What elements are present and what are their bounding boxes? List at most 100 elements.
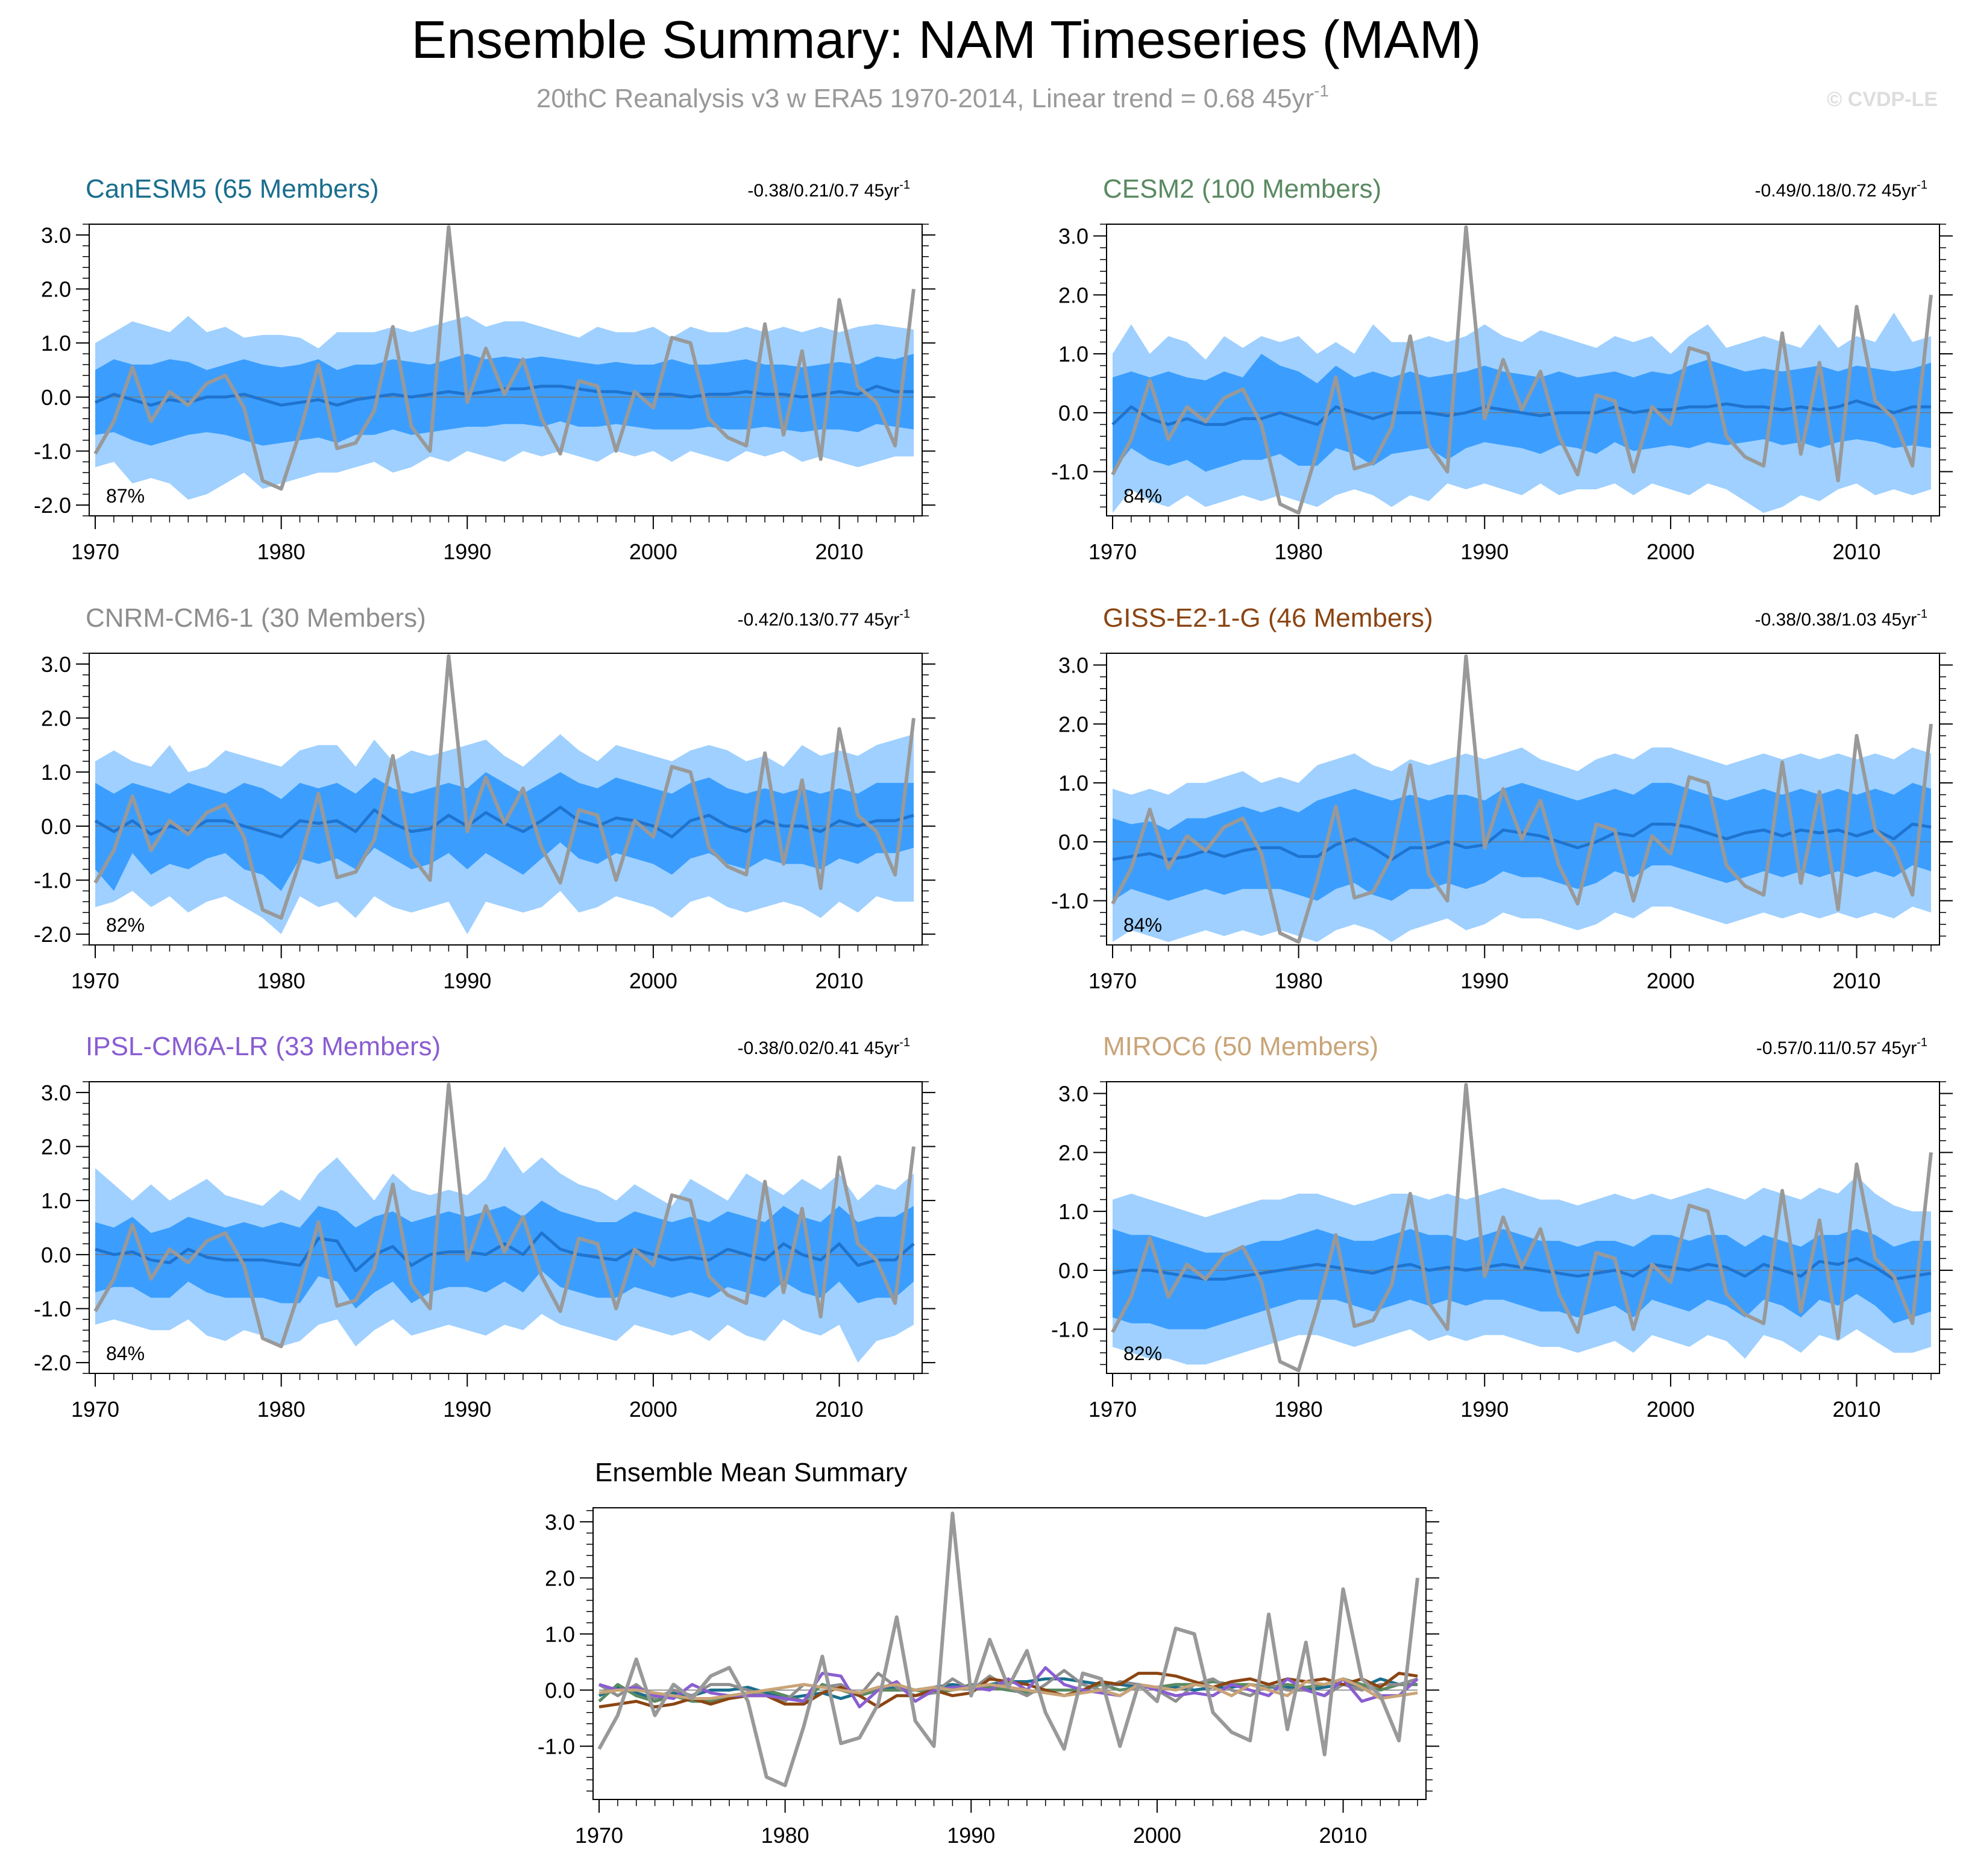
x-tick-label: 1980 xyxy=(1275,539,1323,564)
observed-line xyxy=(93,225,916,491)
y-tick-label: 0.0 xyxy=(41,385,71,410)
panel-title: IPSL-CM6A-LR (33 Members) xyxy=(86,1032,441,1061)
y-tick-label: 0.0 xyxy=(1058,830,1088,855)
x-tick-label: 1990 xyxy=(1460,1397,1509,1422)
x-tick-label: 2010 xyxy=(815,539,863,564)
x-tick-label: 1970 xyxy=(1088,1397,1137,1422)
panel-title: MIROC6 (50 Members) xyxy=(1103,1032,1378,1061)
x-tick-label: 2000 xyxy=(629,539,677,564)
panel-trend: -0.38/0.21/0.7 45yr-1 xyxy=(747,178,910,201)
y-axis: 3.0 2.0 1.0 0.0 -1.0 xyxy=(538,1510,1439,1792)
x-tick-label: 1980 xyxy=(257,968,306,993)
observed-line xyxy=(1111,1082,1933,1373)
x-tick-label: 1970 xyxy=(1088,968,1137,993)
plot-frame xyxy=(592,1507,1427,1800)
panel-trend-text: -0.38/0.21/0.7 45yr xyxy=(747,181,899,201)
x-tick-label: 1980 xyxy=(761,1823,809,1848)
x-tick-label: 1980 xyxy=(257,1397,306,1422)
y-tick-label: 2.0 xyxy=(1058,283,1088,307)
y-tick-label: -1.0 xyxy=(34,1296,71,1321)
panel-trend: -0.38/0.38/1.03 45yr-1 xyxy=(1755,607,1927,630)
y-tick-label: 0.0 xyxy=(41,1243,71,1267)
y-axis: 3.0 2.0 1.0 0.0 -1.0 xyxy=(1051,1081,1953,1366)
y-axis: 3.0 2.0 1.0 0.0 -1.0 xyxy=(1051,653,1953,937)
y-tick-label: -1.0 xyxy=(1051,460,1088,485)
y-tick-label: 1.0 xyxy=(41,1188,71,1213)
x-axis: 1970 1980 1990 2000 2010 xyxy=(575,1799,1418,1848)
y-tick-label: 0.0 xyxy=(1058,401,1088,425)
y-tick-label: 1.0 xyxy=(41,331,71,356)
panel-trend-text: -0.42/0.13/0.77 45yr xyxy=(738,610,900,630)
y-tick-label: 3.0 xyxy=(41,652,71,677)
x-tick-label: 2000 xyxy=(629,1397,677,1422)
x-tick-label: 2010 xyxy=(1832,1397,1880,1422)
panel-title: CESM2 (100 Members) xyxy=(1103,174,1381,204)
y-tick-label: -1.0 xyxy=(34,439,71,463)
panel-percent: 84% xyxy=(106,1343,145,1364)
panel-percent: 82% xyxy=(1123,1343,1162,1364)
panel-percent: 84% xyxy=(1123,914,1162,936)
y-axis: 3.0 2.0 1.0 0.0 -1.0 -2.0 xyxy=(34,1081,935,1375)
x-tick-label: 1980 xyxy=(1275,1397,1323,1422)
y-tick-label: 1.0 xyxy=(1058,342,1088,366)
x-axis: 1970 1980 1990 2000 2010 xyxy=(71,945,914,993)
y-tick-label: 0.0 xyxy=(1058,1258,1088,1283)
x-tick-label: 1990 xyxy=(443,1397,491,1422)
plot-frame xyxy=(89,653,923,946)
inner-band xyxy=(95,354,914,446)
y-tick-label: 2.0 xyxy=(545,1566,575,1590)
x-tick-label: 2000 xyxy=(1647,968,1695,993)
x-tick-label: 2010 xyxy=(1832,539,1880,564)
panel-trend: -0.38/0.02/0.41 45yr-1 xyxy=(738,1036,910,1058)
figure-subtitle-sup: -1 xyxy=(1314,81,1329,100)
y-tick-label: 3.0 xyxy=(1058,224,1088,249)
y-tick-label: -2.0 xyxy=(34,493,71,518)
panel-trend-sup: -1 xyxy=(1917,1036,1927,1049)
x-tick-label: 1970 xyxy=(71,968,119,993)
x-tick-label: 1980 xyxy=(257,539,306,564)
y-tick-label: -1.0 xyxy=(1051,1317,1088,1342)
y-tick-label: 3.0 xyxy=(41,223,71,248)
panel-trend-text: -0.57/0.11/0.57 45yr xyxy=(1756,1038,1917,1058)
figure-title: Ensemble Summary: NAM Timeseries (MAM) xyxy=(412,10,1481,69)
observed-line xyxy=(597,1511,1419,1787)
y-tick-label: -1.0 xyxy=(34,868,71,893)
observed-line xyxy=(93,654,916,920)
y-tick-label: -1.0 xyxy=(538,1734,575,1759)
observed-line xyxy=(1111,225,1933,515)
panel-trend-sup: -1 xyxy=(899,1036,910,1049)
x-tick-label: 1990 xyxy=(443,968,491,993)
y-tick-label: 2.0 xyxy=(41,1135,71,1159)
x-tick-label: 1970 xyxy=(1088,539,1137,564)
plot-frame xyxy=(1106,653,1940,946)
x-tick-label: 2000 xyxy=(629,968,677,993)
panel-3: 3.0 2.0 1.0 0.0 -1.0 1970 1980 1990 2000 2010 GISS… xyxy=(1051,603,1953,993)
panel-title: CNRM-CM6-1 (30 Members) xyxy=(86,603,426,633)
panel-title: GISS-E2-1-G (46 Members) xyxy=(1103,603,1433,633)
y-tick-label: 2.0 xyxy=(41,277,71,302)
y-tick-label: 2.0 xyxy=(1058,712,1088,736)
x-tick-label: 2010 xyxy=(1319,1823,1367,1848)
x-tick-label: 1990 xyxy=(947,1823,995,1848)
panel-trend-text: -0.38/0.38/1.03 45yr xyxy=(1755,610,1917,630)
panel-trend: -0.42/0.13/0.77 45yr-1 xyxy=(738,607,910,630)
y-tick-label: 0.0 xyxy=(41,814,71,839)
x-tick-label: 2000 xyxy=(1647,539,1695,564)
y-tick-label: 1.0 xyxy=(1058,771,1088,795)
y-axis: 3.0 2.0 1.0 0.0 -1.0 xyxy=(1051,224,1953,508)
panel-5: 3.0 2.0 1.0 0.0 -1.0 1970 1980 1990 2000 2010 MIRO… xyxy=(1051,1032,1953,1422)
figure-subtitle-text: 20thC Reanalysis v3 w ERA5 1970-2014, Li… xyxy=(536,84,1314,113)
y-tick-label: -2.0 xyxy=(34,922,71,947)
plot-frame xyxy=(89,224,923,516)
y-tick-label: 1.0 xyxy=(545,1622,575,1646)
y-axis: 3.0 2.0 1.0 0.0 -1.0 -2.0 xyxy=(34,223,935,518)
inner-band xyxy=(95,772,914,891)
panel-percent: 82% xyxy=(106,914,145,936)
x-tick-label: 2010 xyxy=(815,968,863,993)
x-axis: 1970 1980 1990 2000 2010 xyxy=(1088,516,1932,564)
figure-subtitle: 20thC Reanalysis v3 w ERA5 1970-2014, Li… xyxy=(536,81,1329,113)
